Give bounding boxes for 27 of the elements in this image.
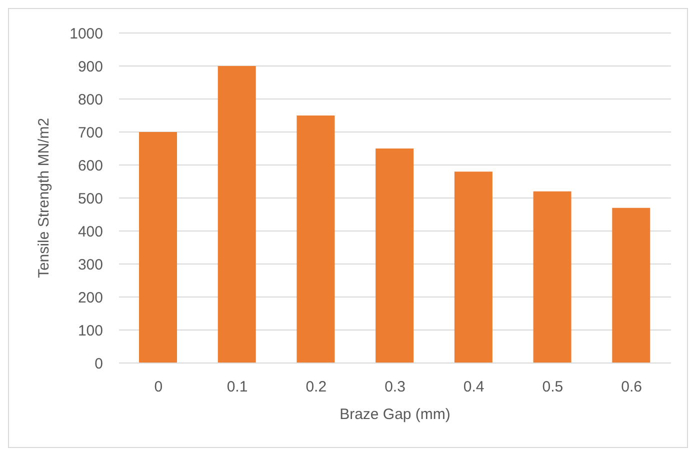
y-tick-label: 200 [78, 289, 103, 306]
y-tick-label: 900 [78, 58, 103, 76]
x-axis-title: Braze Gap (mm) [340, 406, 450, 423]
y-axis-title: Tensile Strength MN/m2 [35, 118, 52, 278]
y-tick-label: 300 [78, 256, 103, 274]
y-tick-label: 700 [78, 124, 103, 142]
bar [454, 172, 492, 363]
bar [218, 66, 256, 363]
y-tick-label: 600 [78, 157, 103, 174]
bar [139, 132, 177, 363]
bar [612, 208, 650, 363]
x-tick-label: 0.2 [306, 378, 327, 396]
x-tick-label: 0.5 [542, 378, 564, 396]
bar [296, 116, 335, 363]
x-tick-label: 0 [154, 378, 163, 396]
y-tick-label: 400 [78, 223, 103, 240]
bar [533, 191, 572, 363]
x-tick-label: 0.6 [621, 378, 642, 396]
y-tick-label: 1000 [70, 25, 103, 42]
y-tick-label: 0 [94, 355, 103, 372]
y-tick-label: 500 [78, 190, 103, 208]
bar [376, 148, 414, 363]
y-tick-label: 100 [78, 322, 103, 340]
x-tick-label: 0.3 [384, 378, 406, 396]
x-tick-label: 0.1 [226, 378, 248, 396]
x-tick-label: 0.4 [463, 378, 484, 396]
y-tick-label: 800 [78, 91, 103, 108]
